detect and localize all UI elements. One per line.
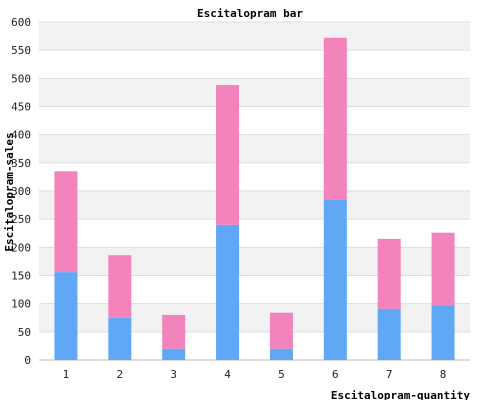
background-band [39,191,470,220]
y-tick-label: 100 [11,298,31,311]
background-band [39,331,470,360]
x-tick-label: 2 [117,368,124,381]
y-tick-label: 550 [11,44,31,57]
background-band [39,134,470,163]
bar-series2-7 [377,238,401,309]
background-band [39,50,470,79]
x-tick-labels: 1 2 3 4 5 6 7 8 [63,368,447,381]
bar-series2-8 [431,232,455,306]
y-axis-title: Escitalopram-sales [3,132,16,251]
bar-series2-1 [54,171,78,273]
y-tick-label: 500 [11,72,31,85]
background-band [39,247,470,276]
x-tick-label: 4 [224,368,231,381]
x-tick-label: 3 [170,368,177,381]
y-tick-label: 150 [11,270,31,283]
y-tick-label: 200 [11,241,31,254]
background-band [39,106,470,135]
x-tick-label: 5 [278,368,285,381]
x-tick-label: 6 [332,368,339,381]
bar-series1-8 [431,305,455,360]
bar-series1-6 [323,200,347,360]
y-tick-label: 0 [24,354,31,367]
y-tick-label: 350 [11,157,31,170]
y-tick-label: 250 [11,213,31,226]
bar-series1-3 [162,348,186,360]
bar-series1-1 [54,272,78,360]
background-band [39,303,470,332]
background-band [39,162,470,191]
bar-series2-3 [162,314,186,349]
background-band [39,275,470,304]
y-tick-labels: 0 50 100 150 200 250 300 350 400 450 500 550 600 [11,16,31,367]
bar-series1-4 [216,224,240,360]
y-tick-label: 400 [11,129,31,142]
bar-series2-6 [323,37,347,201]
x-tick-label: 7 [386,368,393,381]
y-tick-label: 300 [11,185,31,198]
x-tick-label: 8 [440,368,447,381]
x-axis-title: Escitalopram-quantity [331,389,470,400]
background-band [39,22,470,51]
bar-series1-7 [377,308,401,360]
bar-series2-4 [216,85,240,225]
y-tick-label: 50 [18,326,31,339]
bar-series1-2 [108,317,132,360]
bar-series2-5 [269,312,293,349]
background-band [39,78,470,107]
y-tick-label: 450 [11,101,31,114]
x-tick-label: 1 [63,368,70,381]
background-band [39,219,470,248]
bar-series2-2 [108,255,132,318]
chart-title: Escitalopram bar [197,7,303,20]
bars [54,37,455,360]
y-tick-label: 600 [11,16,31,29]
bar-series1-5 [269,348,293,360]
